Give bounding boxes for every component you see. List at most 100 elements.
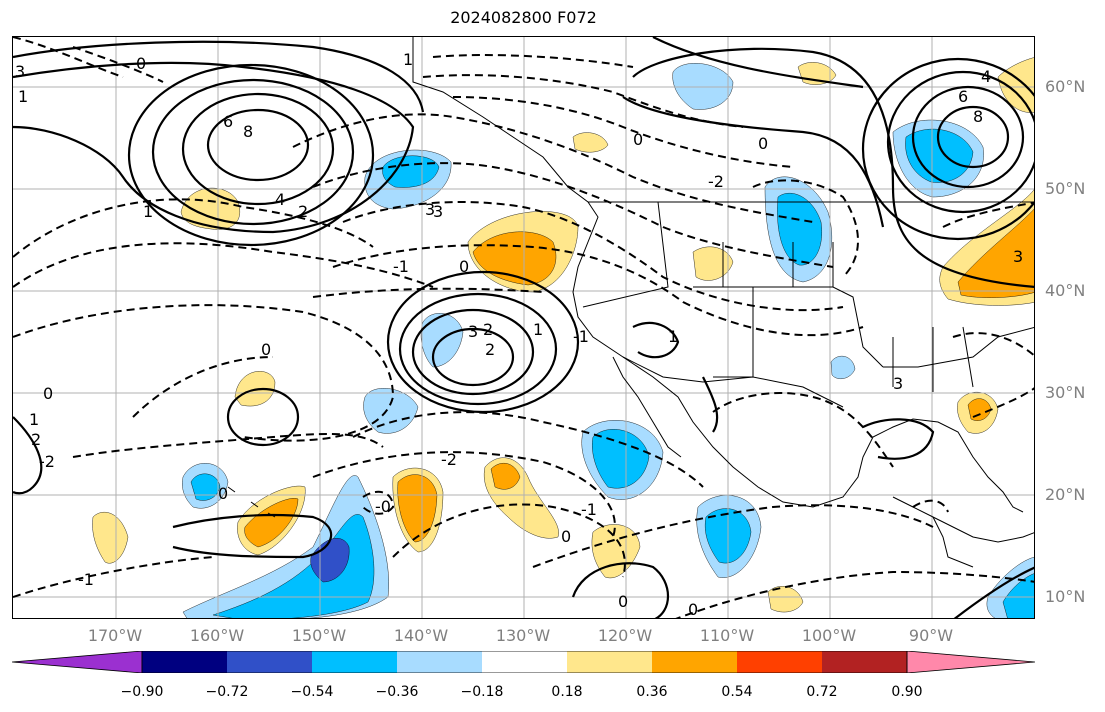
graticule [13,37,1034,618]
lon-label: 170°W [87,626,143,645]
forecast-map: 0 1 2 3 4 6 8 0 1 2 3 -2 -1 0 1 3 4 6 8 … [13,37,1034,619]
lon-label: 90°W [908,626,954,645]
contour-label: -2 [39,452,55,471]
contour-label: 2 [483,320,493,339]
lon-label: 100°W [801,626,857,645]
coastlines [227,37,1034,568]
shade-positive [692,246,734,281]
contour-label: 0 [758,134,768,153]
colorbar-segment [737,651,822,673]
contour-label: 0 [459,257,469,276]
contour-label: 4 [275,190,285,209]
contour-label: 3 [433,202,443,221]
colorbar-extend-low [12,651,143,673]
lon-label: 140°W [393,626,449,645]
colorbar-tick-label: 0.36 [636,684,668,700]
shade-negative-strong [382,155,440,188]
contour-label: 3 [893,374,903,393]
shade-positive-strong [957,208,1034,298]
colorbar-segment [227,651,312,673]
contour-label: 3 [425,200,435,219]
shade-negative-strong [777,193,822,266]
contour-label: 1 [403,50,413,69]
contour-label: 0 [618,592,628,611]
shade-positive-strong [490,462,521,490]
contour-label: -2 [441,450,457,469]
map-title: 2024082800 F072 [450,8,597,27]
shade-positive [997,57,1034,113]
map-panel: 0 1 2 3 4 6 8 0 1 2 3 -2 -1 0 1 3 4 6 8 … [12,36,1035,619]
shade-positive-strong [244,498,299,548]
lon-label: 110°W [699,626,755,645]
contour-label: 2 [31,430,41,449]
colorbar [12,651,1035,673]
contour-lines [13,37,1034,618]
shade-negative-strong [592,429,650,489]
shade-negative [672,63,734,110]
contour-label: 1 [533,320,543,339]
contour-label: 6 [958,87,968,106]
contour-label: 2 [298,202,308,221]
contour-label: -0 [375,497,391,516]
colorbar-tick-label: 0.90 [891,684,923,700]
shade-positive [572,132,609,153]
colorbar-tick-label: 0.18 [551,684,583,700]
colorbar-segment [567,651,652,673]
lat-label: 30°N [1045,383,1086,402]
lon-label: 160°W [189,626,245,645]
contour-label: 0 [561,527,571,546]
contour-label: 1 [18,87,28,106]
shade-positive [591,524,641,579]
shade-positive [92,512,129,564]
contour-label: -1 [78,570,94,589]
positive-contours [13,37,1034,618]
contour-label: 0 [136,54,146,73]
contour-label: -1 [393,257,409,276]
contour-label: 0 [633,130,643,149]
colorbar-tick-label: −0.36 [375,684,419,700]
colorbar-segment [822,651,907,673]
lat-label: 20°N [1045,485,1086,504]
shaded-fields [92,57,1034,618]
shade-negative [363,388,419,434]
negative-contours [13,37,1034,618]
contour-label: 1 [143,202,153,221]
colorbar-extend-high [906,651,1035,673]
contour-label: 1 [668,327,678,346]
lat-label: 60°N [1045,77,1086,96]
contour-label: 4 [981,67,991,86]
colorbar-segment [482,651,567,673]
contour-label: 0 [261,340,271,359]
contour-label: -1 [581,500,597,519]
contour-label: 2 [485,340,495,359]
lat-label: 40°N [1045,281,1086,300]
lon-label: 150°W [291,626,347,645]
colorbar-tick-label: −0.18 [460,684,504,700]
lon-label: 120°W [597,626,653,645]
contour-label: 0 [43,384,53,403]
contour-label: 0 [688,600,698,619]
contour-label: 3 [15,62,25,81]
shade-negative-strong [1002,573,1034,618]
colorbar-tick-label: −0.90 [120,684,164,700]
contour-label: 8 [243,122,253,141]
shade-negative-strong [190,473,221,501]
contour-label: -1 [573,327,589,346]
shade-positive [767,586,804,613]
lat-label: 10°N [1045,587,1086,606]
colorbar-tick-label: −0.72 [205,684,249,700]
contour-label: 1 [29,410,39,429]
contour-label: 8 [973,107,983,126]
colorbar-segment [312,651,397,673]
lat-label: 50°N [1045,179,1086,198]
colorbar-segment [652,651,737,673]
contour-label: 6 [223,112,233,131]
contour-label: 0 [218,484,228,503]
contour-label: 3 [1013,247,1023,266]
shade-negative [830,355,856,380]
contour-label: -2 [708,172,724,191]
colorbar-tick-label: 0.54 [721,684,753,700]
contour-label: 3 [468,322,478,341]
colorbar-segment [397,651,482,673]
contour-labels: 0 1 2 3 4 6 8 0 1 2 3 -2 -1 0 1 3 4 6 8 … [15,50,1023,619]
